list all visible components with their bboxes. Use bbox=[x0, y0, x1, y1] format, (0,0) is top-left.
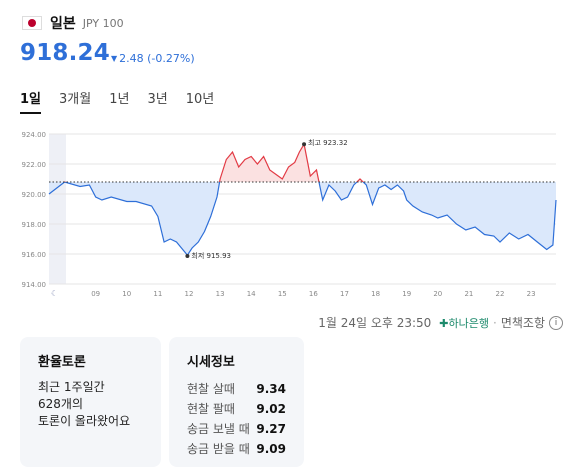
rate-row-remit-receive: 송금 받을 때 9.09 bbox=[187, 439, 286, 459]
price-change: ▼ 2.48 (-0.27%) bbox=[111, 52, 195, 65]
rate-row-cash-buy: 현찰 살때 9.34 bbox=[187, 379, 286, 399]
price-change-value: 2.48 (-0.27%) bbox=[119, 52, 195, 65]
y-tick-label: 916.00 bbox=[22, 251, 47, 259]
update-timestamp: 1월 24일 오후 23:50 bbox=[318, 316, 432, 330]
premarket-band bbox=[49, 134, 66, 284]
currency-code: JPY 100 bbox=[82, 16, 124, 30]
tab-10years[interactable]: 10년 bbox=[185, 92, 215, 107]
rates-card: 시세정보 현찰 살때 9.34 현찰 팔때 9.02 송금 보낼 때 9.27 … bbox=[169, 337, 304, 467]
forum-line3: 토론이 올라왔어요 bbox=[38, 414, 131, 428]
rate-value: 9.27 bbox=[256, 422, 286, 436]
japan-flag-icon bbox=[22, 16, 42, 30]
current-price: 918.24 bbox=[20, 40, 110, 66]
rate-label: 송금 보낼 때 bbox=[187, 422, 250, 436]
rates-title: 시세정보 bbox=[187, 355, 235, 370]
bank-name: 하나은행 bbox=[448, 316, 489, 330]
disclaimer-link[interactable]: 면책조항 bbox=[500, 316, 545, 330]
x-tick-label: 23 bbox=[527, 290, 536, 298]
down-triangle-icon: ▼ bbox=[111, 54, 118, 63]
rate-value: 9.09 bbox=[256, 442, 286, 456]
y-tick-label: 920.00 bbox=[22, 191, 47, 199]
x-tick-label: 18 bbox=[371, 290, 380, 298]
high-label: 최고 923.32 bbox=[308, 138, 348, 147]
y-tick-label: 918.00 bbox=[22, 221, 47, 229]
x-tick-label: 14 bbox=[247, 290, 256, 298]
price-chart-svg: 924.00 922.00 920.00 918.00 916.00 914.00 09 10… bbox=[22, 131, 557, 298]
price-chart[interactable]: 924.00 922.00 920.00 918.00 916.00 914.00 09 10… bbox=[20, 126, 563, 306]
series-line-down bbox=[48, 182, 557, 257]
tab-1day[interactable]: 1일 bbox=[20, 88, 42, 114]
y-tick-label: 922.00 bbox=[22, 161, 47, 169]
moon-icon: ☾ bbox=[51, 289, 58, 298]
rate-value: 9.34 bbox=[256, 382, 286, 396]
x-tick-label: 16 bbox=[309, 290, 318, 298]
area-above-ref bbox=[49, 144, 556, 182]
forum-summary: 최근 1주일간 628개의 토론이 올라왔어요 bbox=[38, 379, 143, 430]
tab-3months[interactable]: 3개월 bbox=[59, 92, 92, 107]
forum-title: 환율토론 bbox=[38, 355, 86, 370]
x-tick-label: 13 bbox=[216, 290, 225, 298]
forum-line1: 최근 1주일간 bbox=[38, 380, 105, 394]
x-tick-label: 22 bbox=[496, 290, 505, 298]
currency-header: 일본 JPY 100 bbox=[22, 13, 124, 33]
tab-3years[interactable]: 3년 bbox=[147, 92, 168, 107]
x-tick-label: 21 bbox=[464, 290, 473, 298]
low-marker bbox=[185, 254, 190, 259]
rate-label: 현찰 팔때 bbox=[187, 402, 235, 416]
area-below-ref bbox=[49, 182, 556, 256]
bank-logo: ✚하나은행 bbox=[439, 316, 489, 330]
x-tick-label: 17 bbox=[340, 290, 349, 298]
rate-row-remit-send: 송금 보낼 때 9.27 bbox=[187, 419, 286, 439]
x-tick-label: 20 bbox=[433, 290, 442, 298]
y-tick-label: 914.00 bbox=[22, 281, 47, 289]
tab-1year[interactable]: 1년 bbox=[109, 92, 130, 107]
rate-value: 9.02 bbox=[256, 402, 286, 416]
chart-footer: 1월 24일 오후 23:50 ✚하나은행 · 면책조항 i bbox=[318, 314, 563, 331]
y-tick-label: 924.00 bbox=[22, 131, 47, 139]
forum-card[interactable]: 환율토론 최근 1주일간 628개의 토론이 올라왔어요 bbox=[20, 337, 161, 467]
rate-row-cash-sell: 현찰 팔때 9.02 bbox=[187, 399, 286, 419]
disclaimer-info-icon[interactable]: i bbox=[549, 315, 563, 330]
rate-label: 송금 받을 때 bbox=[187, 442, 250, 456]
x-tick-label: 12 bbox=[185, 290, 194, 298]
x-tick-label: 10 bbox=[122, 290, 131, 298]
country-name: 일본 bbox=[50, 16, 76, 32]
x-tick-label: 19 bbox=[402, 290, 411, 298]
forum-line2: 628개의 bbox=[38, 397, 83, 411]
separator-dot: · bbox=[493, 315, 497, 330]
x-tick-label: 15 bbox=[278, 290, 287, 298]
rate-label: 현찰 살때 bbox=[187, 382, 235, 396]
x-tick-label: 09 bbox=[91, 290, 100, 298]
x-tick-label: 11 bbox=[153, 290, 162, 298]
period-tabs: 1일 3개월 1년 3년 10년 bbox=[20, 88, 232, 114]
low-label: 최저 915.93 bbox=[191, 251, 231, 260]
high-marker bbox=[302, 142, 307, 147]
